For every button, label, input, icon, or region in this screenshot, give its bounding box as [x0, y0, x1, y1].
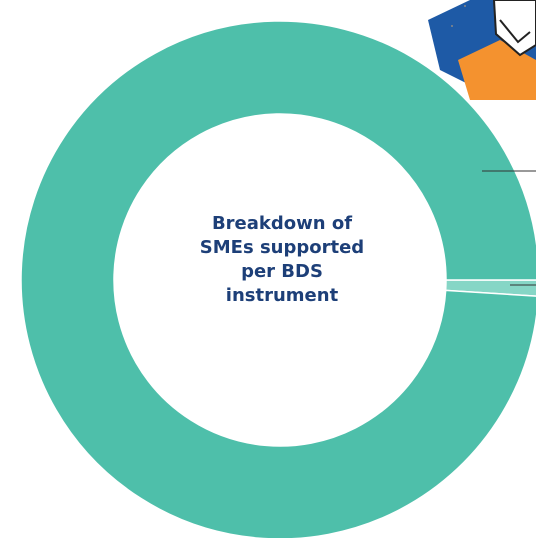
illustration: [428, 0, 536, 100]
chart-title: Breakdown of SMEs supported per BDS inst…: [199, 213, 365, 306]
slice: [20, 20, 536, 538]
